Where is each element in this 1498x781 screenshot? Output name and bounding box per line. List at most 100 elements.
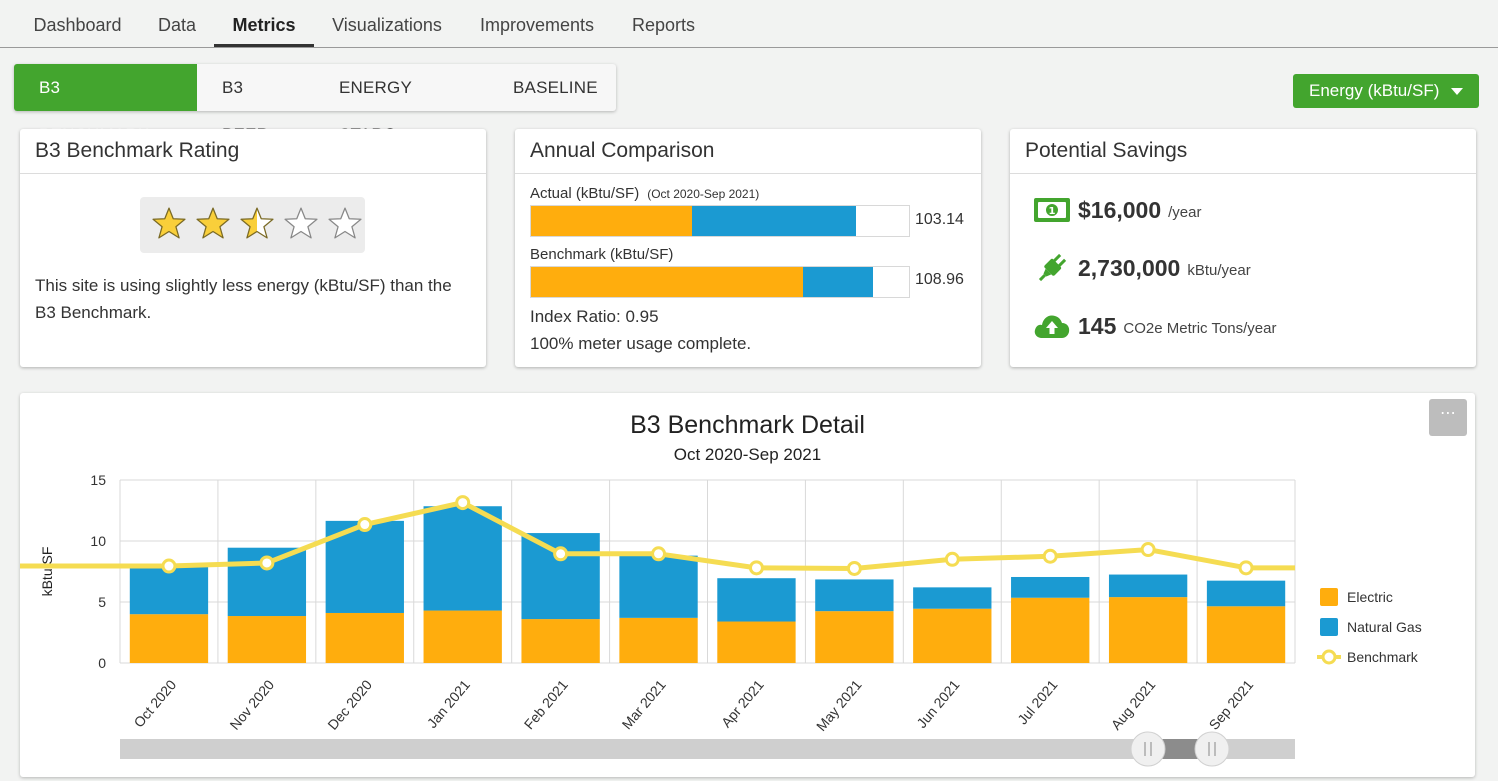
bar-electric[interactable] — [423, 610, 502, 663]
actual-label: Actual (kBtu/SF) (Oct 2020-Sep 2021) — [530, 185, 759, 202]
rating-card: B3 Benchmark Rating This site is using s… — [20, 129, 486, 367]
benchmark-point[interactable] — [651, 546, 667, 562]
chart-legend: Electric Natural Gas Benchmark — [1317, 588, 1422, 665]
savings-co2-row: 145 CO2e Metric Tons/year — [1032, 309, 1277, 343]
x-tick-label: Aug 2021 — [1108, 676, 1159, 732]
y-tick-label: 0 — [98, 655, 106, 671]
energy-units-dropdown[interactable]: Energy (kBtu/SF) — [1293, 74, 1479, 108]
bar-natural-gas[interactable] — [1011, 576, 1090, 598]
benchmark-point[interactable] — [1238, 560, 1254, 576]
x-tick-label: Nov 2020 — [226, 676, 277, 732]
money-icon: 1 — [1032, 193, 1072, 227]
x-tick-label: May 2021 — [813, 676, 865, 734]
benchmark-point[interactable] — [161, 558, 177, 574]
tab-metrics[interactable]: Metrics — [214, 0, 314, 47]
meter-usage: 100% meter usage complete. — [530, 334, 752, 353]
tab-reports[interactable]: Reports — [631, 15, 696, 35]
bar-electric[interactable] — [1206, 606, 1286, 663]
bar-electric[interactable] — [325, 612, 404, 663]
bar-electric[interactable] — [717, 621, 796, 663]
savings-energy-row: 2,730,000 kBtu/year — [1032, 251, 1251, 285]
bar-natural-gas[interactable] — [1108, 574, 1188, 598]
benchmark-value: 108.96 — [915, 271, 964, 288]
bar-natural-gas[interactable] — [521, 533, 600, 620]
benchmark-point[interactable] — [748, 560, 764, 576]
star-icon — [240, 207, 274, 239]
cloud-upload-icon — [1032, 309, 1072, 343]
actual-value: 103.14 — [915, 211, 964, 228]
benchmark-point[interactable] — [259, 555, 275, 571]
legend-label[interactable]: Benchmark — [1347, 649, 1419, 665]
navigator-handle[interactable] — [1130, 731, 1166, 767]
y-tick-label: 5 — [98, 594, 106, 610]
legend-label[interactable]: Electric — [1347, 589, 1393, 605]
benchmark-point[interactable] — [1042, 548, 1058, 564]
savings-money-value: $16,000 — [1078, 196, 1162, 223]
actual-electric-segment — [531, 206, 692, 236]
bar-natural-gas[interactable] — [913, 587, 992, 609]
x-tick-label: Oct 2020 — [130, 676, 179, 730]
bar-natural-gas[interactable] — [619, 555, 698, 618]
actual-period: (Oct 2020-Sep 2021) — [647, 187, 760, 201]
tab-improvements[interactable]: Improvements — [479, 15, 595, 35]
actual-bar — [530, 205, 910, 237]
subtab-b3-benchmark[interactable]: B3 BENCHMARK — [14, 64, 197, 144]
savings-card-title: Potential Savings — [1010, 129, 1476, 174]
benchmark-point[interactable] — [1140, 542, 1156, 558]
bar-natural-gas[interactable] — [1206, 580, 1286, 607]
plug-icon — [1032, 251, 1072, 285]
bar-natural-gas[interactable] — [815, 579, 894, 612]
bar-electric[interactable] — [1108, 597, 1188, 663]
x-tick-label: Jun 2021 — [913, 676, 962, 731]
tab-dashboard[interactable]: Dashboard — [33, 15, 122, 35]
subtab-energy-star[interactable]: ENERGY STAR® — [339, 78, 412, 144]
y-tick-label: 15 — [90, 472, 106, 488]
legend-benchmark-point — [1321, 649, 1337, 665]
bar-electric[interactable] — [913, 608, 992, 663]
tab-visualizations[interactable]: Visualizations — [332, 15, 442, 35]
bar-natural-gas[interactable] — [423, 506, 502, 611]
x-tick-label: Apr 2021 — [718, 676, 767, 730]
top-nav: Dashboard Data Metrics Visualizations Im… — [0, 0, 1498, 48]
x-tick-label: Sep 2021 — [1206, 676, 1257, 732]
svg-text:1: 1 — [1049, 206, 1056, 217]
benchmark-electric-segment — [531, 267, 804, 297]
bar-electric[interactable] — [815, 611, 894, 663]
savings-money-unit: /year — [1168, 203, 1202, 221]
legend-label[interactable]: Natural Gas — [1347, 619, 1422, 635]
benchmark-point[interactable] — [357, 517, 373, 533]
annual-card-title: Annual Comparison — [515, 129, 981, 174]
savings-money-row: 1 $16,000 /year — [1032, 193, 1202, 227]
subtab-b3-peer[interactable]: B3 PEER — [222, 78, 269, 144]
star-rating — [140, 197, 365, 253]
navigator-track[interactable] — [120, 739, 1295, 759]
benchmark-bar — [530, 266, 910, 298]
x-tick-label: Jan 2021 — [424, 676, 473, 731]
chart-navigator[interactable] — [120, 731, 1295, 767]
savings-energy-value: 2,730,000 — [1078, 254, 1181, 281]
benchmark-point[interactable] — [553, 546, 569, 562]
rating-description: This site is using slightly less energy … — [35, 276, 452, 322]
bar-electric[interactable] — [129, 614, 209, 663]
star-icon — [196, 207, 230, 239]
bar-electric[interactable] — [521, 619, 600, 663]
bar-electric[interactable] — [227, 616, 307, 663]
bar-natural-gas[interactable] — [129, 566, 209, 615]
navigator-handle[interactable] — [1194, 731, 1230, 767]
chart-menu-button[interactable]: ⋯ — [1429, 399, 1467, 436]
bar-electric[interactable] — [619, 617, 698, 663]
benchmark-point[interactable] — [455, 495, 471, 511]
benchmark-point[interactable] — [944, 551, 960, 567]
x-tick-label: Mar 2021 — [619, 676, 669, 732]
rating-card-title: B3 Benchmark Rating — [20, 129, 486, 174]
subtab-baseline[interactable]: BASELINE — [513, 78, 598, 97]
star-icon — [284, 207, 318, 239]
annual-comparison-card: Annual Comparison Actual (kBtu/SF) (Oct 2… — [515, 129, 981, 367]
bar-natural-gas[interactable] — [717, 578, 796, 622]
tab-data[interactable]: Data — [157, 15, 197, 35]
bar-electric[interactable] — [1011, 597, 1090, 663]
x-tick-label: Feb 2021 — [521, 676, 571, 732]
y-tick-label: 10 — [90, 533, 106, 549]
benchmark-point[interactable] — [846, 560, 862, 576]
energy-units-label: Energy (kBtu/SF) — [1309, 81, 1440, 100]
